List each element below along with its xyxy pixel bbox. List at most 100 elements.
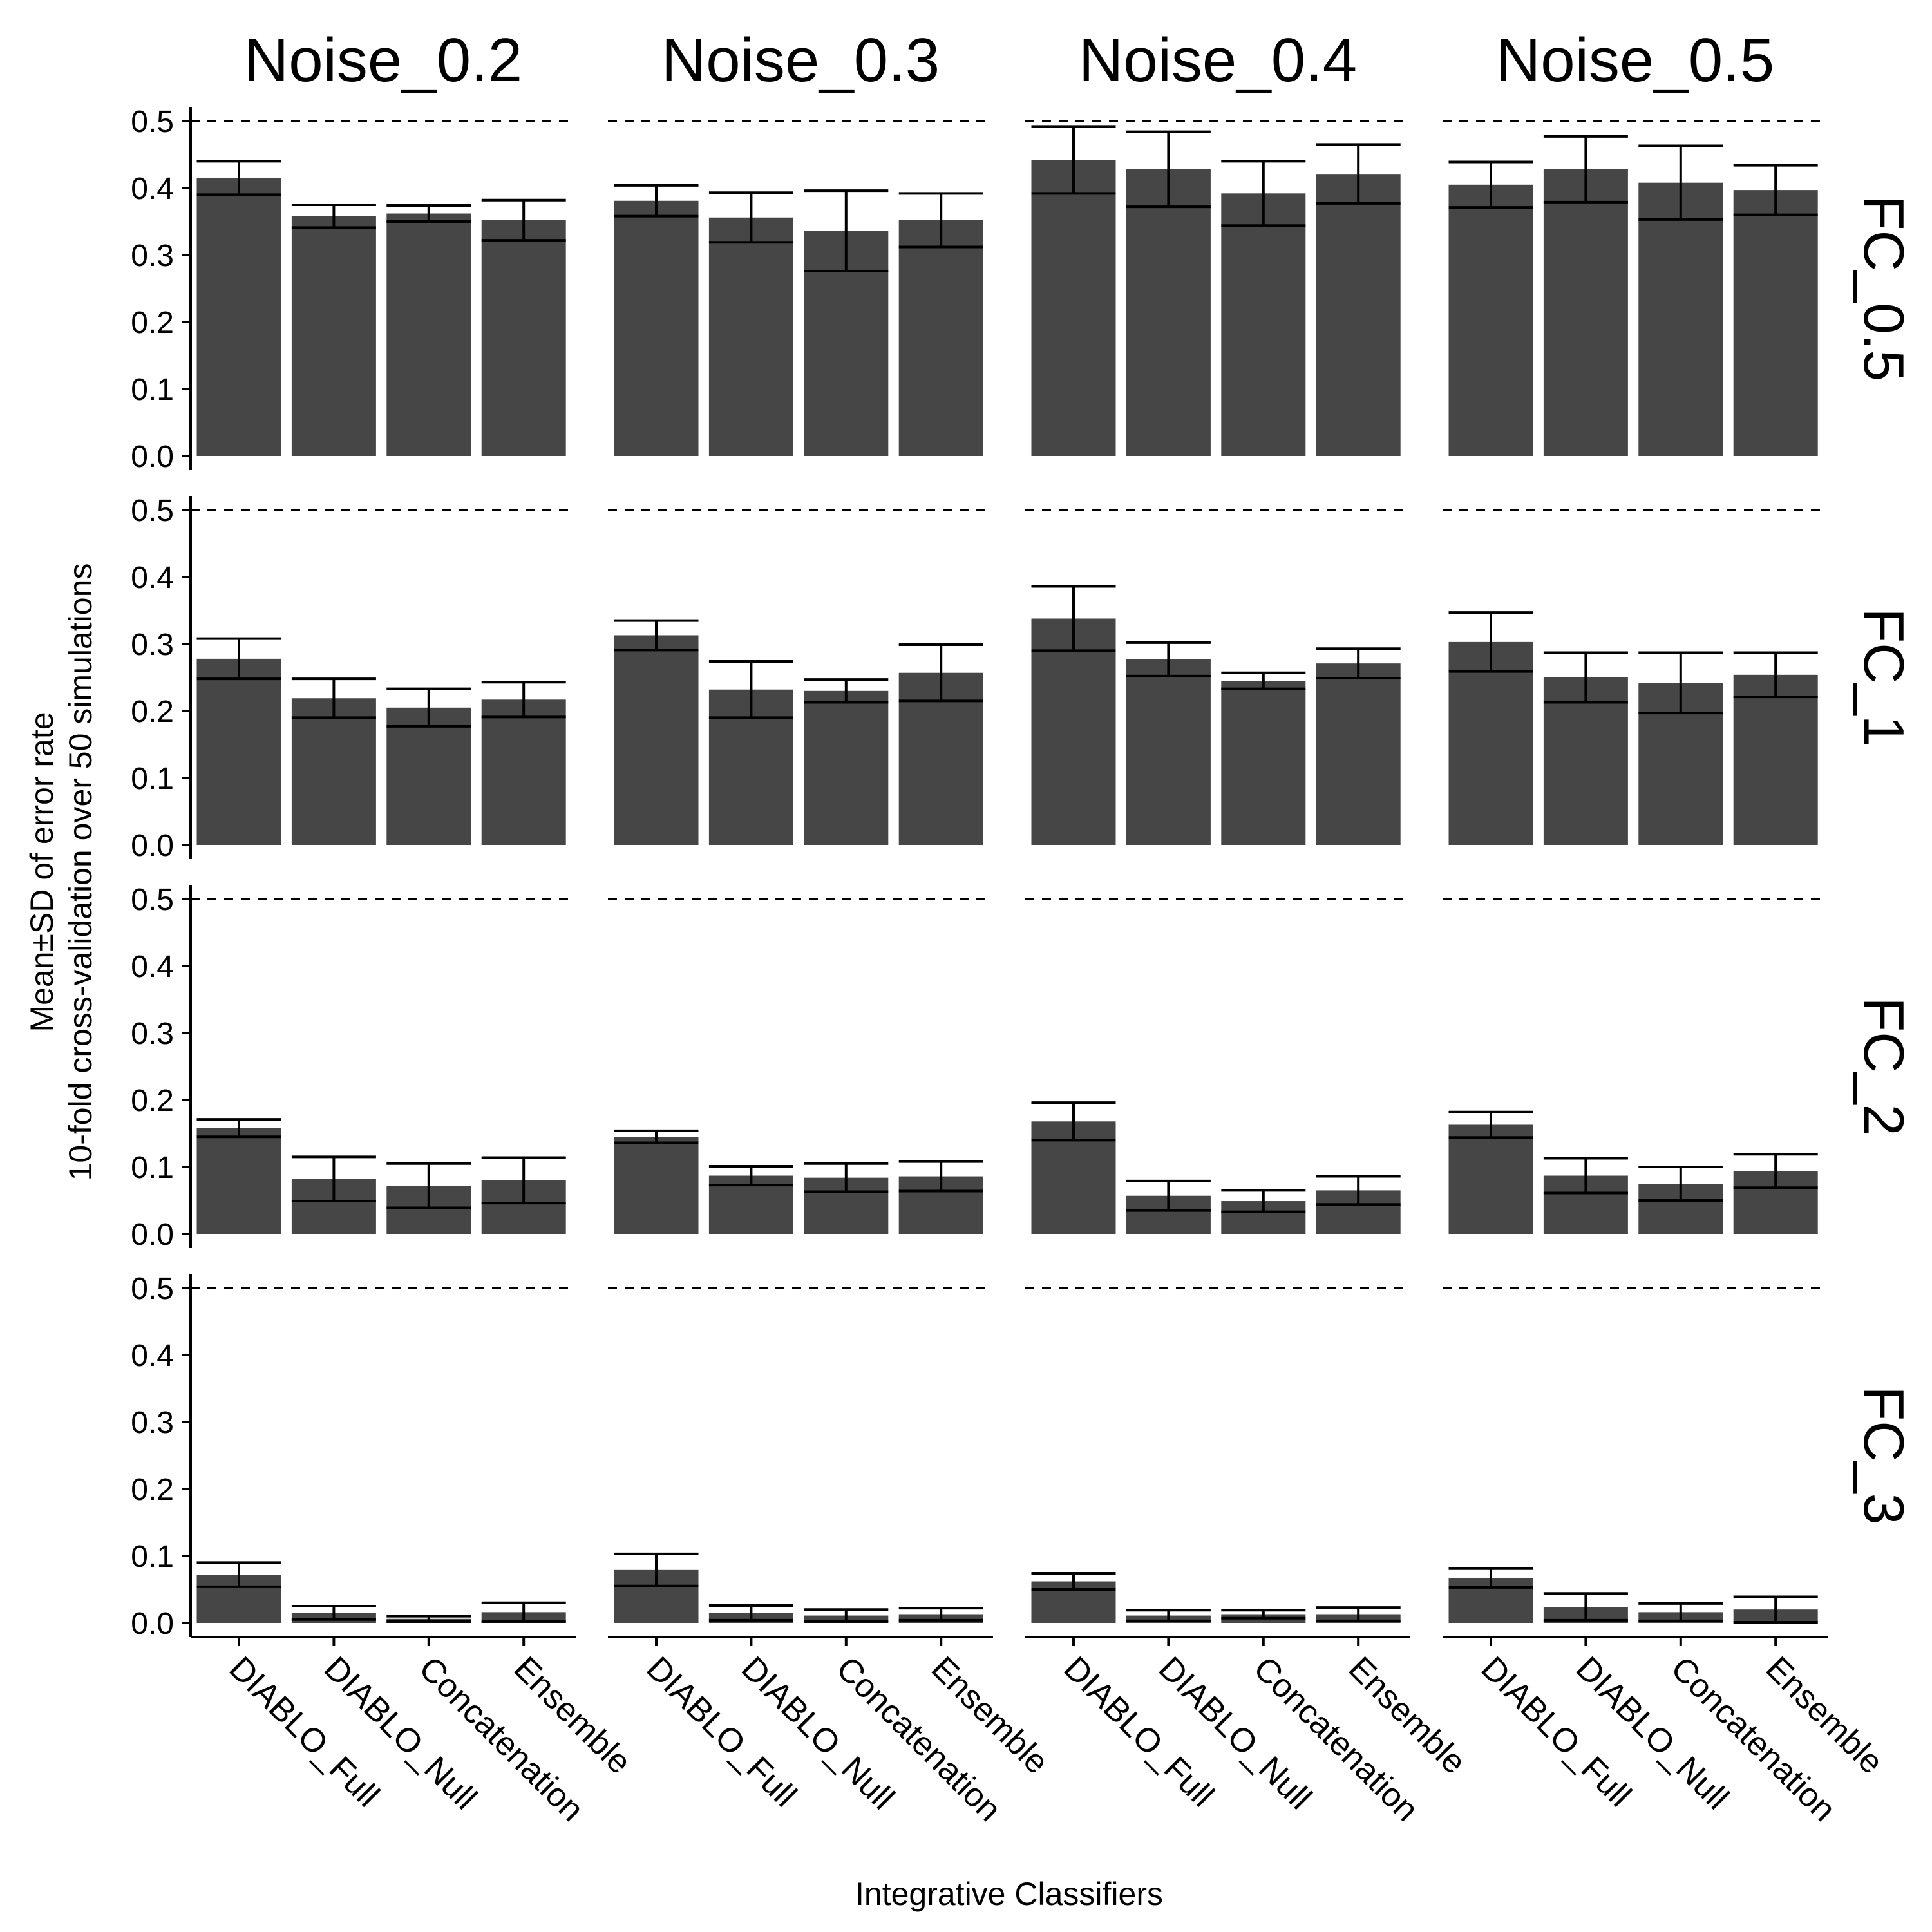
bar-diablo_full <box>1031 618 1116 845</box>
error-bar <box>898 1160 983 1193</box>
bar-diablo_full <box>614 635 699 845</box>
error-bar <box>1316 143 1401 205</box>
bar-diablo_null <box>1543 677 1628 845</box>
error-bar <box>1638 651 1723 715</box>
error-bar <box>1543 1157 1628 1195</box>
error-bar <box>1638 1602 1723 1622</box>
row-strip-fc-0.5: FC_0.5 <box>1852 196 1916 382</box>
error-bar <box>1221 671 1306 690</box>
bar-ensemble <box>1316 663 1401 845</box>
y-tick-label: 0.0 <box>131 1218 174 1252</box>
col-strip-noise-0.4: Noise_0.4 <box>1079 26 1357 95</box>
error-bar <box>804 678 889 704</box>
y-tick-label: 0.3 <box>131 628 174 662</box>
error-bar <box>898 192 983 249</box>
error-bar <box>1448 1567 1533 1589</box>
error-bar <box>291 677 376 719</box>
y-tick-label: 0.0 <box>131 440 174 474</box>
error-bar <box>196 160 281 196</box>
error-bar <box>1126 1609 1211 1622</box>
y-tick-label: 0.2 <box>131 1084 174 1118</box>
error-bar <box>196 637 281 681</box>
error-bar <box>481 198 566 242</box>
row-strip-fc-1: FC_1 <box>1852 608 1916 746</box>
axis-titles: Integrative Classifiers Mean±SD of error… <box>24 564 1163 1912</box>
y-tick-label: 0.0 <box>131 829 174 863</box>
x-tick-label-concatenation: Concatenation <box>829 1649 1008 1828</box>
column-facet-strips: Noise_0.2 Noise_0.3 Noise_0.4 Noise_0.5 <box>244 26 1774 95</box>
error-bar <box>1733 1153 1818 1189</box>
y-tick-label: 0.3 <box>131 1017 174 1051</box>
error-bar <box>614 619 699 652</box>
y-tick-label: 0.4 <box>131 561 174 595</box>
y-tick-label: 0.1 <box>131 1151 174 1185</box>
error-bar <box>1316 647 1401 680</box>
bar-diablo_full <box>614 200 699 456</box>
bar-concatenation <box>1221 193 1306 456</box>
error-bar <box>614 184 699 218</box>
error-bar <box>898 643 983 703</box>
bar-ensemble <box>1316 174 1401 456</box>
y-tick-label: 0.4 <box>131 950 174 984</box>
row-strip-fc-2: FC_2 <box>1852 997 1916 1135</box>
error-bar <box>1126 1179 1211 1212</box>
y-axis-title-line-1: Mean±SD of error rate <box>24 712 60 1032</box>
col-strip-noise-0.2: Noise_0.2 <box>244 26 522 95</box>
col-strip-noise-0.5: Noise_0.5 <box>1496 26 1774 95</box>
error-bar <box>1126 130 1211 209</box>
bar-diablo_full <box>614 1137 699 1234</box>
error-bar <box>1543 651 1628 704</box>
col-strip-noise-0.3: Noise_0.3 <box>661 26 940 95</box>
error-bar <box>386 1162 471 1209</box>
error-bar <box>1031 1101 1116 1142</box>
error-bar <box>708 1164 793 1187</box>
error-bar <box>196 1561 281 1588</box>
bar-ensemble <box>1733 190 1818 456</box>
bar-diablo_null <box>291 698 376 845</box>
error-bar <box>898 1607 983 1622</box>
x-axis-title: Integrative Classifiers <box>855 1876 1163 1912</box>
error-bar <box>1221 1189 1306 1213</box>
error-bar <box>291 1155 376 1203</box>
y-axis-title-line-2: 10-fold cross-validation over 50 simulat… <box>62 564 99 1181</box>
bar-diablo_full <box>196 178 281 456</box>
panels-layer: 0.0 0.1 0.2 0.3 0.4 0.5 0.0 0.1 0.2 0.3 0.4 0.5 0.0 0… <box>131 105 1890 1829</box>
bar-concatenation <box>804 690 889 845</box>
row-facet-strips: FC_0.5 FC_1 FC_2 FC_3 <box>1852 196 1916 1525</box>
error-bar <box>804 189 889 272</box>
bar-diablo_full <box>196 658 281 845</box>
bar-diablo_full <box>1031 160 1116 456</box>
bar-diablo_full <box>1448 184 1533 456</box>
error-bar <box>1733 164 1818 216</box>
bar-diablo_full <box>196 1128 281 1234</box>
error-bar <box>1031 585 1116 652</box>
error-bar <box>1126 641 1211 677</box>
error-bar <box>1221 1609 1306 1620</box>
y-tick-label: 0.1 <box>131 762 174 796</box>
y-tick-label: 0.5 <box>131 494 174 528</box>
bar-diablo_null <box>1126 169 1211 456</box>
bar-concatenation <box>1221 681 1306 845</box>
error-bar <box>1733 651 1818 699</box>
bar-concatenation <box>1638 182 1723 456</box>
bar-concatenation <box>386 707 471 845</box>
error-bar <box>708 660 793 719</box>
bar-ensemble <box>481 220 566 456</box>
error-bar <box>386 687 471 728</box>
y-tick-label: 0.1 <box>131 373 174 407</box>
y-tick-label: 0.5 <box>131 883 174 917</box>
error-bar <box>291 204 376 229</box>
y-tick-label: 0.5 <box>131 1272 174 1306</box>
x-tick-label-concatenation: Concatenation <box>1246 1649 1425 1828</box>
y-tick-label: 0.4 <box>131 1339 174 1373</box>
error-bar <box>1316 1175 1401 1206</box>
bar-ensemble <box>898 220 983 456</box>
error-bar <box>1448 160 1533 209</box>
error-bar <box>481 681 566 719</box>
error-bar <box>1031 1572 1116 1591</box>
error-bar <box>804 1162 889 1193</box>
error-bar <box>1638 1166 1723 1202</box>
error-bar <box>1733 1595 1818 1624</box>
error-bar <box>1031 125 1116 195</box>
